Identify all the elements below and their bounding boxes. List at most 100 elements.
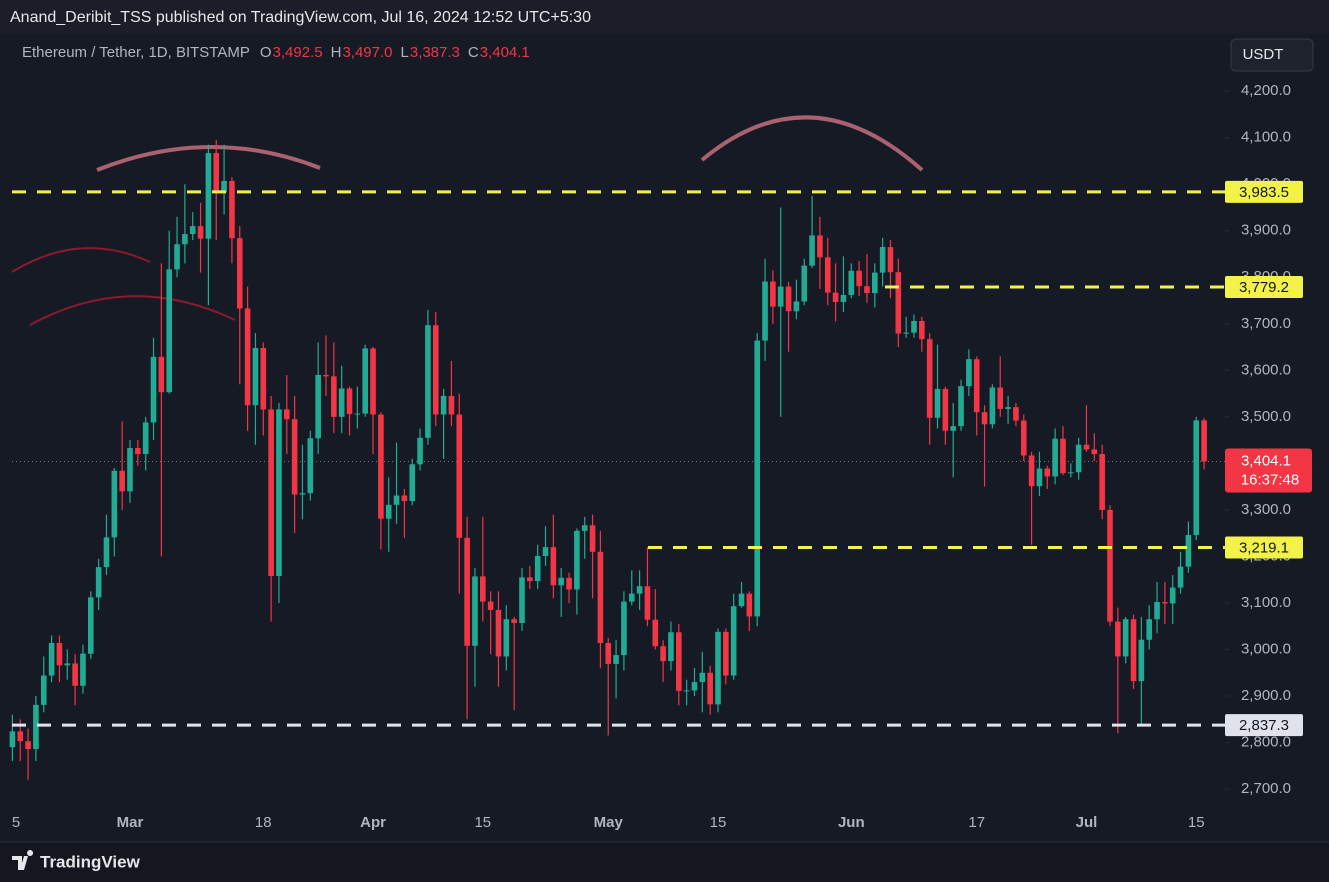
y-tick-label: 4,100.0	[1241, 129, 1291, 146]
candle-body	[872, 272, 878, 294]
candle-body	[801, 265, 808, 302]
candle-body	[1185, 535, 1192, 567]
candle-body	[1036, 468, 1043, 487]
candle-body	[260, 348, 267, 410]
level-label-box	[1225, 714, 1303, 737]
candle-body	[40, 675, 47, 705]
candle-body	[1091, 449, 1098, 455]
candle-body	[997, 387, 1004, 409]
candle-body	[770, 281, 776, 307]
candle-body	[401, 495, 408, 502]
candle-body	[252, 348, 259, 406]
y-tick-label: 3,600.0	[1241, 361, 1291, 378]
level-label: 2,837.3	[1239, 717, 1289, 734]
candle-body	[550, 547, 557, 586]
logo-icon	[12, 850, 34, 870]
level-label: 3,983.5	[1239, 184, 1289, 201]
candle-body	[135, 448, 141, 455]
candle-body	[80, 653, 86, 686]
x-tick-label: Jul	[1076, 814, 1098, 831]
countdown-label: 16:37:48	[1241, 471, 1299, 488]
candle-body	[56, 642, 63, 666]
candle-body	[644, 586, 651, 620]
candle-body	[879, 247, 886, 273]
candle-body	[911, 321, 917, 333]
candle-body	[856, 270, 862, 287]
candle-body	[683, 690, 690, 692]
candle-body	[299, 493, 306, 495]
candle-body	[448, 395, 455, 415]
currency-label: USDT	[1243, 46, 1284, 63]
candle-body	[158, 356, 165, 393]
candle-body	[934, 388, 941, 418]
candle-body	[103, 537, 110, 568]
candle-body	[33, 704, 39, 750]
candle-body	[919, 321, 925, 340]
candle-body	[1177, 566, 1184, 588]
candle-body	[621, 601, 627, 656]
candle-body	[652, 619, 659, 647]
candle-body	[409, 464, 416, 502]
candle-body	[746, 593, 753, 617]
candle-body	[229, 180, 235, 239]
level-label-box	[1225, 180, 1303, 203]
candle-body	[1099, 454, 1105, 510]
candle-body	[1075, 444, 1082, 473]
candle-body	[817, 235, 823, 258]
candle-body	[150, 356, 157, 423]
y-tick-label: 2,800.0	[1241, 734, 1291, 751]
candle-body	[1115, 621, 1121, 657]
candle-body	[64, 663, 71, 666]
faint-arc	[29, 295, 236, 326]
candle-body	[385, 504, 392, 519]
candle-body	[189, 226, 196, 235]
candle-body	[182, 234, 188, 245]
candle-body	[291, 419, 298, 495]
candle-body	[362, 348, 368, 414]
x-tick-label: 15	[1188, 814, 1205, 831]
candle-body	[174, 244, 180, 270]
candle-body	[723, 631, 729, 676]
candle-body	[487, 601, 494, 610]
candle-body	[25, 741, 31, 750]
candle-body	[1028, 455, 1035, 487]
candle-body	[1201, 420, 1207, 462]
candle-body	[221, 180, 227, 193]
candle-body	[1083, 444, 1090, 450]
legend-key: L	[400, 44, 408, 61]
legend-value: 3,497.0	[342, 44, 392, 61]
candle-body	[511, 619, 517, 623]
logo: TradingView	[12, 850, 141, 871]
candle-body	[307, 438, 314, 494]
publish-title: Anand_Deribit_TSS published on TradingVi…	[10, 9, 591, 26]
candle-body	[824, 257, 831, 293]
candle-body	[534, 555, 541, 582]
candle-body	[119, 470, 125, 492]
candle-body	[197, 226, 204, 239]
currency-button[interactable]	[1230, 38, 1314, 72]
candle-body	[895, 272, 902, 334]
candle-body	[1122, 619, 1129, 657]
candle-body	[205, 153, 212, 239]
candle-body	[926, 339, 933, 418]
candle-body	[676, 632, 682, 691]
header-bar	[0, 0, 1329, 34]
candle-body	[495, 609, 502, 657]
candle-body	[966, 359, 972, 387]
candle-body	[88, 597, 94, 654]
legend-value: 3,387.3	[410, 44, 460, 61]
x-tick-label: Mar	[117, 814, 144, 831]
candle-body	[542, 547, 549, 556]
candle-body	[730, 606, 737, 676]
legend-key: O	[260, 44, 272, 61]
candle-body	[284, 409, 290, 420]
y-tick-label: 3,900.0	[1241, 222, 1291, 239]
candle-body	[809, 235, 815, 266]
candle-body	[236, 238, 243, 309]
last-price-box	[1225, 448, 1312, 493]
logo-text: TradingView	[40, 852, 141, 871]
candle-body	[754, 340, 760, 617]
y-tick-label: 3,500.0	[1241, 408, 1291, 425]
candle-body	[393, 495, 400, 505]
candle-body	[1154, 602, 1160, 620]
